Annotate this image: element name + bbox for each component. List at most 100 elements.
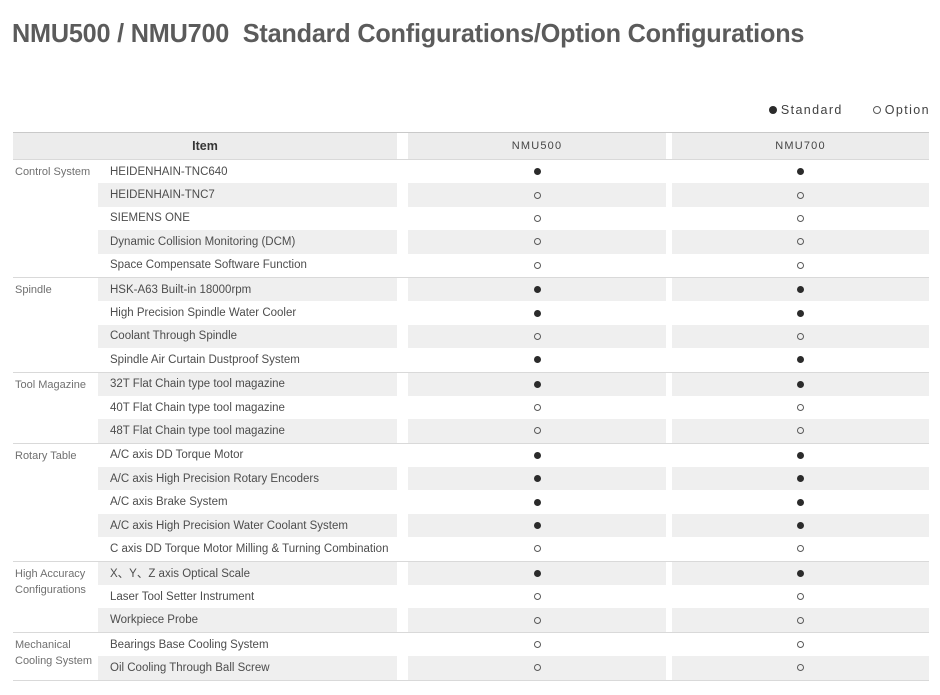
standard-dot-icon (797, 569, 804, 577)
nmu500-mark-cell (408, 160, 666, 183)
item-cell: A/C axis High Precision Water Coolant Sy… (98, 513, 397, 538)
standard-dot-icon (533, 168, 541, 176)
standard-dot-icon (533, 309, 541, 317)
table-row: Workpiece Probe (98, 608, 929, 632)
standard-dot-icon (797, 286, 804, 294)
table-row: HEIDENHAIN-TNC7 (98, 183, 929, 207)
nmu700-mark-cell (672, 444, 929, 467)
category-label: Tool Magazine (15, 378, 86, 391)
table-row: 40T Flat Chain type tool magazine (98, 396, 929, 419)
item-cell: Dynamic Collision Monitoring (DCM) (98, 230, 397, 254)
option-dot-icon (797, 261, 804, 269)
item-cell: High Precision Spindle Water Cooler (110, 307, 297, 320)
nmu700-mark-cell (672, 160, 929, 183)
nmu700-mark-cell (672, 372, 929, 396)
option-dot-icon (797, 593, 804, 601)
nmu700-mark-cell (672, 467, 929, 491)
item-cell: 32T Flat Chain type tool magazine (98, 372, 397, 396)
nmu700-mark-cell (672, 324, 929, 349)
table-section: Control System HEIDENHAIN-TNC640 HEIDENHAI… (13, 160, 929, 278)
option-dot-icon (533, 641, 541, 648)
option-dot-icon (533, 664, 541, 672)
item-cell: 48T Flat Chain type tool magazine (98, 419, 397, 443)
item-cell: C axis DD Torque Motor Milling & Turning… (110, 542, 389, 555)
legend-standard-label: Standard (780, 103, 843, 117)
table-row: Coolant Through Spindle (98, 324, 929, 349)
nmu500-mark-cell (408, 396, 666, 419)
option-dot-icon (533, 261, 541, 269)
nmu500-mark-cell (408, 254, 666, 277)
nmu700-mark-cell (672, 561, 929, 586)
standard-dot-icon (768, 106, 777, 114)
nmu700-mark-cell (672, 537, 929, 560)
option-dot-icon (797, 214, 804, 222)
nmu700-mark-cell (672, 490, 929, 513)
section-rows: 32T Flat Chain type tool magazine 40T Fla… (98, 372, 929, 443)
nmu700-mark-cell (672, 419, 929, 443)
item-cell: HSK-A63 Built-in 18000rpm (98, 277, 397, 302)
item-cell: SIEMENS ONE (110, 212, 190, 225)
option-dot-icon (797, 191, 804, 199)
item-cell: Coolant Through Spindle (98, 324, 397, 349)
nmu500-mark-cell (408, 537, 666, 560)
nmu500-mark-cell (408, 207, 666, 230)
table-row: Bearings Base Cooling System (98, 633, 929, 656)
category-label: Control System (15, 166, 91, 178)
nmu500-mark-cell (408, 561, 666, 586)
item-cell: X、Y、Z axis Optical Scale (98, 561, 397, 586)
option-dot-icon (533, 404, 541, 412)
option-dot-icon (797, 238, 804, 246)
nmu500-mark-cell (408, 301, 666, 324)
category-label: High Accuracy Configurations (15, 567, 86, 597)
nmu500-mark-cell (408, 633, 666, 656)
table-section: High Accuracy Configurations X、Y、Z axis O… (13, 561, 929, 633)
option-dot-icon (797, 427, 804, 435)
nmu700-mark-cell (672, 633, 929, 656)
table-header-row: Item NMU500 NMU700 (13, 133, 929, 160)
nmu500-mark-cell (408, 324, 666, 349)
standard-dot-icon (797, 475, 804, 483)
nmu500-mark-cell (408, 608, 666, 632)
table-section: Rotary Table A/C axis DD Torque Motor A/C … (13, 444, 929, 562)
table-row: SIEMENS ONE (98, 207, 929, 230)
standard-dot-icon (797, 522, 804, 530)
column-header-nmu700: NMU700 (672, 133, 929, 159)
item-cell: HEIDENHAIN-TNC7 (98, 183, 397, 207)
standard-dot-icon (533, 380, 541, 388)
nmu700-mark-cell (672, 183, 929, 207)
table-section: Spindle HSK-A63 Built-in 18000rpm High Pre… (13, 277, 929, 373)
table-row: 48T Flat Chain type tool magazine (98, 419, 929, 443)
nmu500-mark-cell (408, 656, 666, 680)
item-cell: Spindle Air Curtain Dustproof System (110, 353, 300, 366)
standard-dot-icon (533, 522, 541, 530)
legend-item-standard: Standard (768, 103, 843, 117)
nmu500-mark-cell (408, 348, 666, 371)
nmu500-mark-cell (408, 490, 666, 513)
option-dot-icon (797, 641, 804, 648)
nmu500-mark-cell (408, 444, 666, 467)
table-row: A/C axis High Precision Rotary Encoders (98, 467, 929, 491)
standard-dot-icon (797, 380, 804, 388)
standard-dot-icon (533, 286, 541, 294)
nmu700-mark-cell (672, 608, 929, 632)
table-row: C axis DD Torque Motor Milling & Turning… (98, 537, 929, 560)
option-dot-icon (533, 238, 541, 246)
section-rows: A/C axis DD Torque Motor A/C axis High Pr… (98, 444, 929, 561)
standard-dot-icon (533, 569, 541, 577)
nmu500-mark-cell (408, 372, 666, 396)
category-label: Rotary Table (15, 449, 77, 462)
nmu700-mark-cell (672, 656, 929, 680)
option-dot-icon (533, 593, 541, 601)
nmu500-mark-cell (408, 277, 666, 302)
nmu500-mark-cell (408, 230, 666, 254)
nmu700-mark-cell (672, 207, 929, 230)
table-row: A/C axis DD Torque Motor (98, 444, 929, 467)
category-label: Spindle (15, 283, 52, 296)
item-cell: HEIDENHAIN-TNC640 (110, 165, 228, 178)
table-row: 32T Flat Chain type tool magazine (98, 372, 929, 396)
option-dot-icon (533, 191, 541, 199)
nmu500-mark-cell (408, 513, 666, 538)
table-row: A/C axis High Precision Water Coolant Sy… (98, 513, 929, 538)
table-row: HEIDENHAIN-TNC640 (98, 160, 929, 183)
